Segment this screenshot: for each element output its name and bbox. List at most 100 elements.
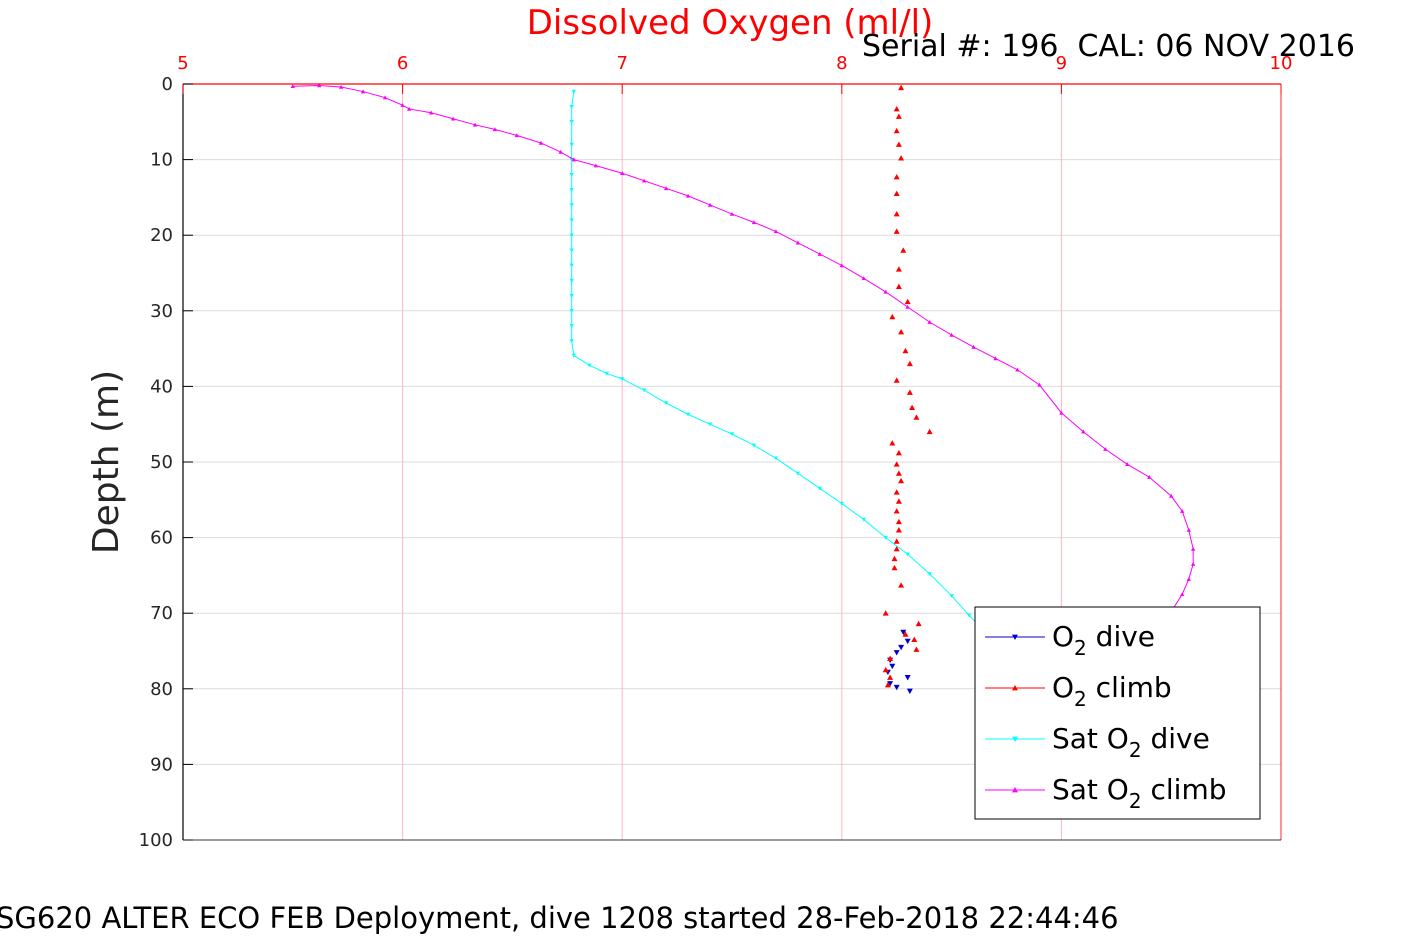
legend-entry: Sat O2 climb (985, 773, 1227, 813)
data-point (641, 178, 647, 183)
data-point (569, 278, 574, 283)
data-point (1125, 462, 1130, 467)
data-point (889, 663, 896, 670)
data-point (1147, 474, 1152, 479)
data-point (707, 202, 713, 207)
data-point (893, 190, 900, 197)
data-point (895, 470, 902, 476)
data-point (1190, 561, 1196, 566)
data-point (887, 681, 894, 687)
data-point (893, 127, 900, 134)
data-point (911, 636, 918, 643)
data-point (569, 248, 574, 253)
data-point (913, 646, 920, 652)
series-2 (569, 89, 989, 636)
data-point (338, 84, 344, 89)
data-point (889, 313, 896, 320)
data-point (620, 377, 625, 382)
data-point (593, 163, 599, 168)
data-point (861, 276, 866, 281)
data-point (895, 498, 902, 504)
chart-footer: SG620 ALTER ECO FEB Deployment, dive 120… (0, 901, 1119, 935)
data-point (893, 105, 900, 112)
axes (182, 83, 1282, 841)
x-tick-label: 6 (397, 53, 408, 74)
y-tick-label: 20 (150, 225, 173, 246)
data-point (707, 422, 713, 427)
data-point (905, 552, 910, 557)
data-point (949, 594, 954, 599)
y-tick-label: 80 (150, 679, 173, 700)
y-tick-label: 30 (150, 301, 173, 322)
data-point (927, 572, 932, 577)
data-point (893, 508, 900, 514)
data-point (839, 501, 844, 506)
x-tick-label: 5 (177, 53, 188, 74)
data-point (663, 186, 669, 191)
x-tick-label: 7 (616, 53, 627, 74)
data-point (900, 629, 907, 636)
data-point (569, 104, 574, 109)
data-point (905, 304, 910, 309)
data-point (729, 432, 735, 437)
data-point (927, 319, 932, 324)
data-point (604, 371, 610, 376)
data-point (569, 188, 574, 193)
data-point (893, 684, 900, 691)
legend-box (974, 606, 1261, 820)
data-point (893, 538, 900, 544)
data-point (773, 229, 779, 234)
data-point (587, 363, 592, 368)
data-point (891, 555, 898, 562)
data-point (558, 149, 563, 154)
legend-marker (1012, 685, 1018, 691)
data-point (966, 613, 972, 618)
data-point (883, 289, 888, 294)
legend-label: Sat O2 dive (1052, 722, 1210, 762)
data-point (906, 360, 913, 367)
data-point (1186, 527, 1191, 532)
y-tick-label: 70 (150, 603, 173, 624)
data-point (1179, 508, 1185, 513)
data-point (569, 263, 574, 268)
data-point (382, 95, 388, 100)
x-tick-label: 9 (1056, 53, 1067, 74)
data-point (883, 535, 888, 540)
data-point (569, 293, 574, 298)
data-point (895, 449, 902, 456)
data-point (817, 486, 823, 491)
y-tick-label: 60 (150, 528, 173, 549)
data-point (685, 412, 691, 417)
y-tick-label: 10 (150, 150, 173, 171)
data-point (893, 173, 900, 180)
data-point (898, 328, 905, 335)
data-point (993, 356, 998, 361)
legend-label: O2 dive (1052, 620, 1155, 660)
data-point (893, 650, 900, 656)
data-point (895, 266, 902, 272)
data-point (729, 211, 735, 216)
data-point (913, 414, 920, 420)
y-axis-label: Depth (m) (86, 370, 127, 554)
series-line (292, 85, 1194, 625)
legend-marker (1012, 736, 1018, 742)
data-point (882, 666, 889, 673)
data-point (893, 545, 900, 552)
data-point (898, 582, 905, 588)
legend-entry: O2 climb (985, 671, 1172, 711)
data-point (1186, 576, 1191, 581)
data-point (882, 610, 889, 616)
data-point (887, 674, 894, 680)
data-point (839, 263, 844, 268)
data-point (884, 682, 891, 688)
data-point (906, 688, 913, 695)
data-point (889, 440, 896, 446)
data-point (641, 388, 647, 393)
data-point (400, 102, 405, 107)
legend-label: O2 climb (1052, 671, 1172, 711)
data-point (893, 377, 900, 383)
y-tick-label: 40 (150, 376, 173, 397)
data-point (1015, 367, 1020, 372)
data-point (1059, 410, 1064, 415)
data-point (904, 675, 911, 681)
